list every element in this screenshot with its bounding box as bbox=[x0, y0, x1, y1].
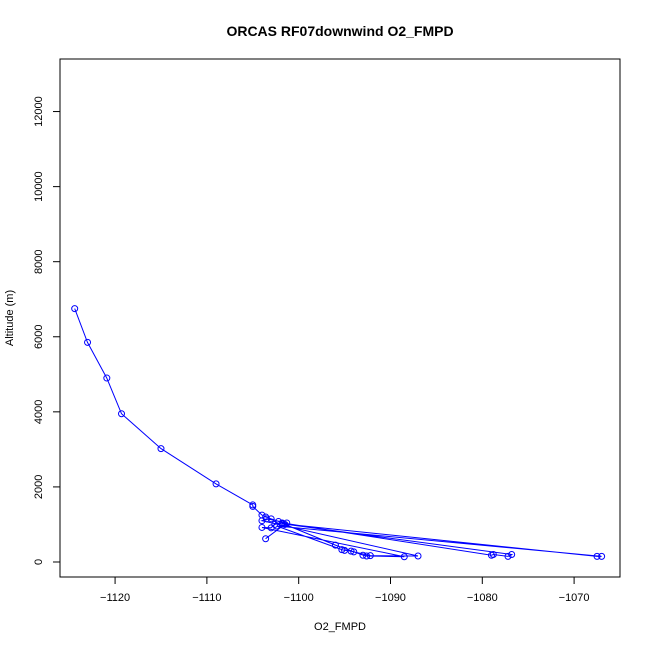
data-point bbox=[212, 480, 220, 488]
plot-frame bbox=[59, 58, 621, 578]
data-point bbox=[400, 553, 408, 561]
data-point bbox=[350, 548, 358, 556]
x-axis-label: O2_FMPD bbox=[314, 621, 366, 633]
data-point bbox=[283, 519, 291, 527]
data-point bbox=[347, 547, 355, 555]
data-point bbox=[262, 535, 270, 543]
x-tick-label: −1100 bbox=[284, 592, 314, 604]
y-axis-label: Altitude (m) bbox=[4, 290, 16, 346]
y-tick-label: 2000 bbox=[33, 475, 45, 499]
data-point bbox=[71, 305, 79, 313]
y-tick-label: 12000 bbox=[33, 96, 45, 127]
data-point bbox=[258, 517, 266, 525]
data-point bbox=[341, 546, 349, 554]
series-line bbox=[74, 308, 602, 558]
data-point bbox=[157, 445, 165, 453]
y-tick-label: 4000 bbox=[33, 400, 45, 424]
x-tick-label: −1090 bbox=[375, 592, 406, 604]
data-point bbox=[489, 550, 497, 558]
x-tick-label: −1110 bbox=[192, 592, 221, 604]
data-point bbox=[103, 374, 111, 382]
y-tick-label: 10000 bbox=[33, 171, 45, 202]
y-tick-label: 6000 bbox=[33, 325, 45, 349]
data-point bbox=[338, 546, 346, 554]
data-series bbox=[71, 305, 606, 561]
data-point bbox=[84, 338, 92, 346]
data-point bbox=[267, 515, 275, 523]
data-point bbox=[249, 502, 257, 510]
data-point bbox=[273, 522, 281, 530]
y-axis: 0 2000 4000 6000 8000 10000 12000 bbox=[33, 96, 60, 565]
data-point bbox=[258, 523, 266, 531]
data-point bbox=[598, 552, 606, 560]
data-point bbox=[363, 552, 371, 560]
data-point bbox=[414, 552, 422, 560]
y-tick-label: 0 bbox=[33, 559, 45, 565]
data-point bbox=[271, 520, 279, 528]
y-tick-label: 8000 bbox=[33, 249, 45, 273]
data-point bbox=[359, 551, 367, 559]
x-tick-label: −1120 bbox=[100, 592, 130, 604]
data-point bbox=[508, 550, 516, 558]
x-tick-label: −1070 bbox=[559, 592, 590, 604]
chart-title: ORCAS RF07downwind O2_FMPD bbox=[226, 23, 453, 39]
data-point bbox=[593, 552, 601, 560]
data-point bbox=[331, 541, 339, 549]
data-point bbox=[504, 552, 512, 560]
x-tick-label: −1080 bbox=[467, 592, 498, 604]
data-point bbox=[263, 515, 271, 523]
data-point bbox=[366, 552, 374, 560]
x-axis: −1120 −1110 −1100 −1090 −1080 −1070 bbox=[100, 577, 590, 604]
data-point bbox=[118, 410, 126, 418]
